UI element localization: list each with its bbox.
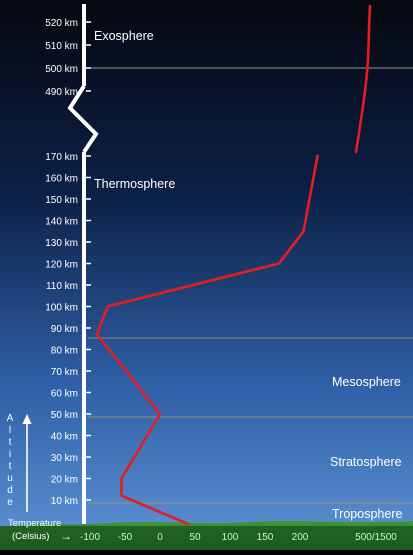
altitude-tick-label: 140 km — [45, 217, 78, 228]
altitude-letter: t — [9, 461, 12, 472]
temperature-tick-label: 150 — [257, 532, 274, 543]
altitude-tick-label: 160 km — [45, 174, 78, 185]
altitude-letter: A — [7, 413, 14, 424]
temperature-axis-title: Temperature — [8, 518, 61, 529]
altitude-tick-label: 70 km — [51, 367, 78, 378]
layer-label-thermosphere: Thermosphere — [94, 177, 175, 191]
altitude-tick-label: 170 km — [45, 152, 78, 163]
altitude-tick-label: 50 km — [51, 410, 78, 421]
altitude-tick-label: 30 km — [51, 453, 78, 464]
altitude-tick-label: 510 km — [45, 41, 78, 52]
altitude-axis — [67, 4, 99, 524]
temperature-tick-label: -50 — [118, 532, 133, 543]
altitude-ticks-upper: 520 km 510 km 500 km 490 km — [45, 18, 91, 98]
altitude-letter: l — [9, 425, 11, 436]
altitude-tick-label: 10 km — [51, 496, 78, 507]
altitude-axis-lower — [82, 152, 86, 524]
altitude-tick-label: 120 km — [45, 260, 78, 271]
altitude-tick-label: 20 km — [51, 475, 78, 486]
altitude-axis-upper — [82, 4, 86, 86]
altitude-arrow-head — [22, 414, 32, 424]
temperature-tick-label: 0 — [157, 532, 163, 543]
altitude-tick-label: 520 km — [45, 18, 78, 29]
altitude-tick-label: 110 km — [46, 281, 78, 292]
temperature-tick-label: 500/1500 — [355, 532, 397, 543]
axis-break-zigzag — [67, 84, 99, 154]
temperature-profile-upper-segment — [354, 4, 372, 154]
altitude-letter: i — [9, 449, 11, 460]
altitude-tick-label: 490 km — [45, 87, 78, 98]
altitude-tick-label: 40 km — [51, 432, 78, 443]
layer-label-exosphere: Exosphere — [94, 29, 154, 43]
altitude-letter: e — [7, 497, 13, 508]
altitude-axis-title: A l t i t u d e — [7, 413, 32, 512]
altitude-tick-label: 130 km — [45, 238, 78, 249]
temperature-tick-label: -100 — [80, 532, 100, 543]
altitude-letter: d — [7, 485, 13, 496]
altitude-tick-label: 60 km — [51, 389, 78, 400]
altitude-ticks-lower: 170 km 160 km 150 km 140 km 130 km 120 km 110 … — [45, 152, 91, 507]
temperature-tick-label: 50 — [189, 532, 201, 543]
temperature-ticks: -100 -50 0 50 100 150 200 500/1500 — [80, 532, 397, 543]
temperature-axis-unit: (Celsius) — [12, 531, 49, 542]
altitude-tick-label: 150 km — [45, 195, 78, 206]
temperature-profile-line — [95, 154, 319, 526]
layer-label-stratosphere: Stratosphere — [330, 455, 402, 469]
layer-label-mesosphere: Mesosphere — [332, 375, 401, 389]
temperature-tick-label: 100 — [222, 532, 239, 543]
altitude-tick-label: 500 km — [45, 64, 78, 75]
layer-label-troposphere: Troposphere — [332, 507, 402, 521]
temperature-axis-arrow: → — [60, 529, 72, 543]
altitude-tick-label: 100 km — [45, 303, 78, 314]
altitude-tick-label: 90 km — [51, 324, 78, 335]
altitude-letter: u — [7, 473, 13, 484]
altitude-letter: t — [9, 437, 12, 448]
temperature-tick-label: 200 — [292, 532, 309, 543]
altitude-tick-label: 80 km — [51, 346, 78, 357]
axis-band — [0, 526, 413, 550]
